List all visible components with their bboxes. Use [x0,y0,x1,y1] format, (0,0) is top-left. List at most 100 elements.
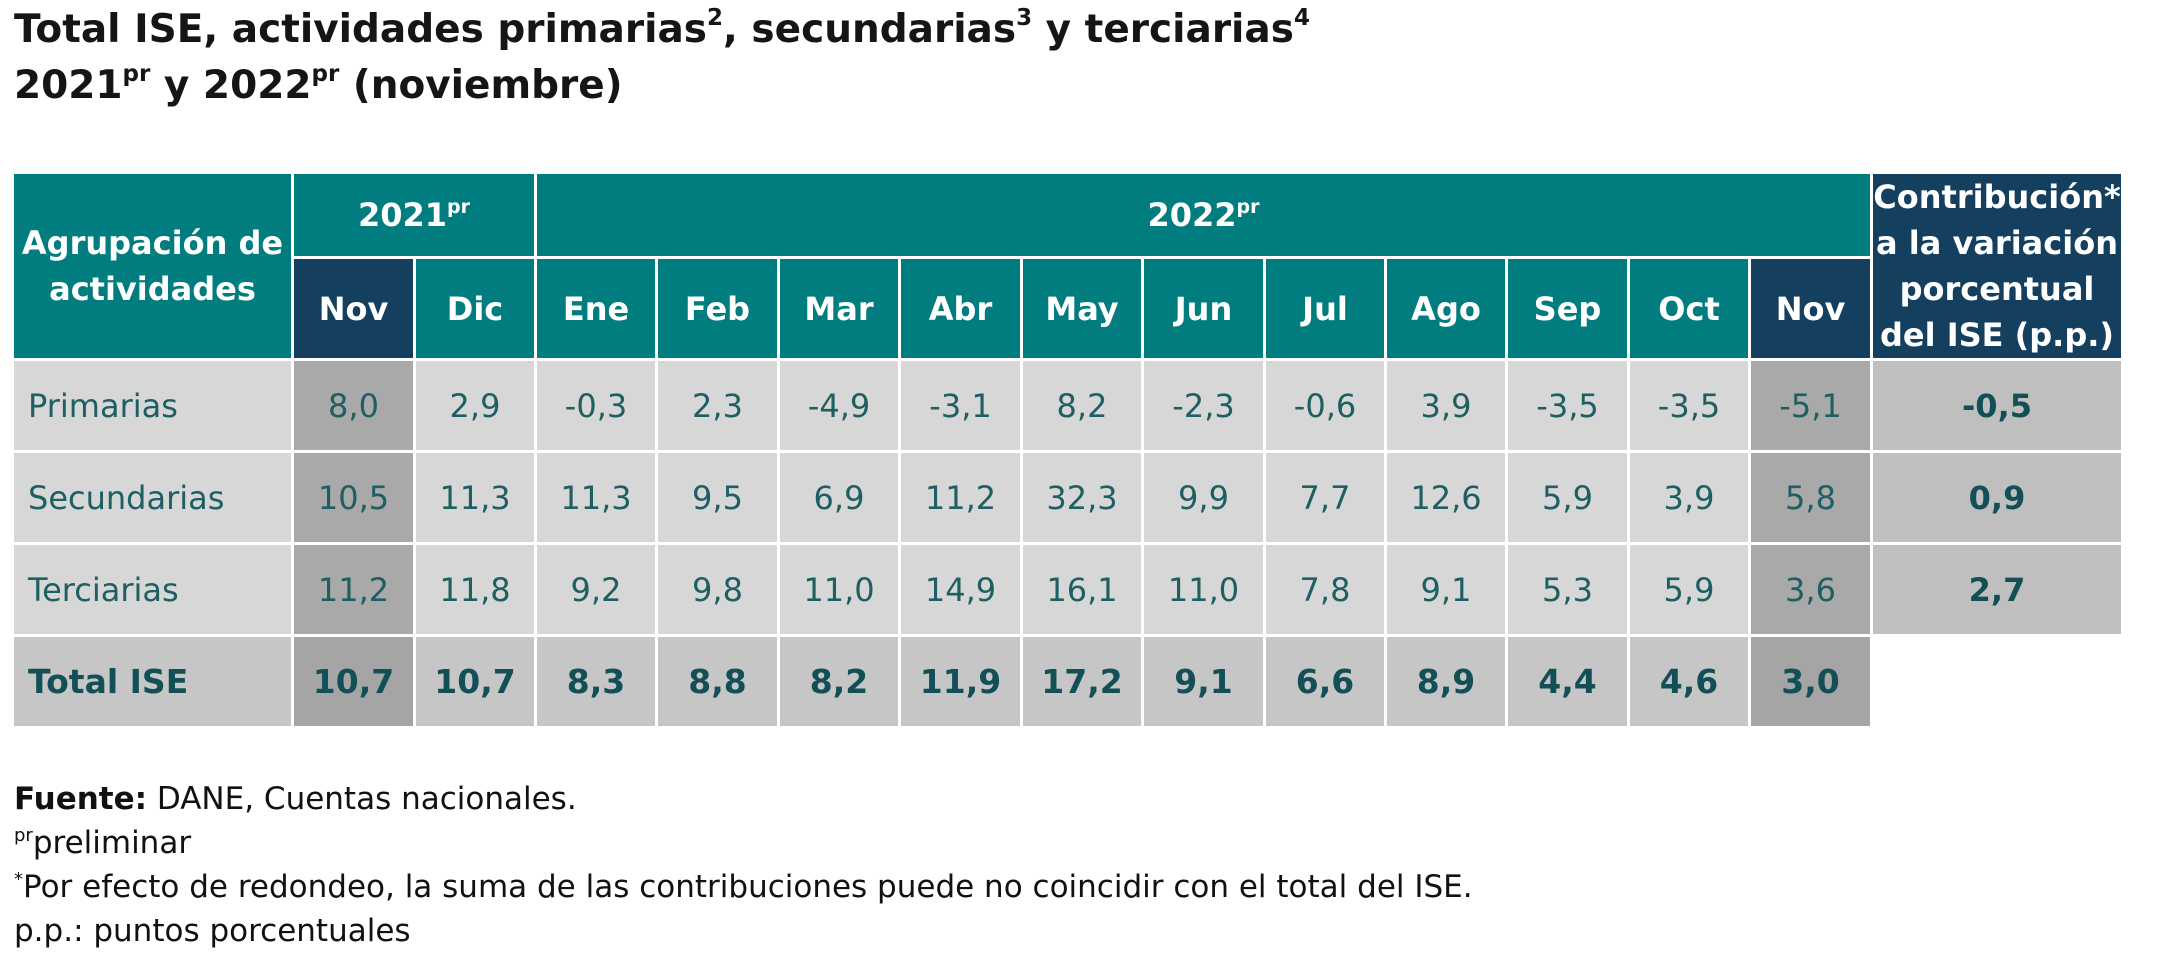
rounding-note: *Por efecto de redondeo, la suma de las … [14,865,1473,909]
month-header: May [1023,259,1141,358]
total-value-cell: 11,9 [901,637,1020,726]
footnote-ref: 2 [707,5,724,31]
total-value-cell: 8,3 [537,637,655,726]
table-row: Terciarias 11,2 11,8 9,2 9,8 11,0 14,9 16,1 11,0… [14,545,2121,634]
value-cell: 2,3 [658,361,777,450]
footnote-ref: pr [447,196,471,219]
value-cell: 9,2 [537,545,655,634]
value-cell: 3,9 [1387,361,1505,450]
title-text: y terciarias [1032,7,1294,52]
value-cell: 5,9 [1630,545,1748,634]
row-label: Primarias [14,361,291,450]
source-label: Fuente: [14,781,148,817]
value-cell: 5,3 [1508,545,1627,634]
value-cell: 11,0 [1144,545,1263,634]
value-cell: -2,3 [1144,361,1263,450]
value-cell: 12,6 [1387,453,1505,542]
total-value-cell: 8,8 [658,637,777,726]
value-cell: 10,5 [294,453,413,542]
footnote-ref: pr [122,61,151,87]
value-cell: 5,9 [1508,453,1627,542]
value-cell: 11,0 [780,545,898,634]
note-text: Por efecto de redondeo, la suma de las c… [23,869,1473,905]
total-value-cell: 8,9 [1387,637,1505,726]
total-value-cell: 8,2 [780,637,898,726]
total-value-cell: 4,6 [1630,637,1748,726]
value-cell: 6,9 [780,453,898,542]
year-label: 2021 [357,196,448,235]
value-cell: 2,9 [416,361,534,450]
group-header: Agrupación de actividades [14,174,291,358]
value-cell: 9,1 [1387,545,1505,634]
value-cell: 8,2 [1023,361,1141,450]
value-cell: 8,0 [294,361,413,450]
footnote-ref: 3 [1016,5,1033,31]
value-cell: 7,8 [1266,545,1384,634]
value-cell: -3,1 [901,361,1020,450]
value-cell: 3,6 [1751,545,1870,634]
value-cell: -4,9 [780,361,898,450]
value-cell: -0,6 [1266,361,1384,450]
value-cell: -0,3 [537,361,655,450]
value-cell: 11,2 [901,453,1020,542]
value-cell: 9,5 [658,453,777,542]
total-value-cell: 9,1 [1144,637,1263,726]
value-cell: 14,9 [901,545,1020,634]
title-text: y 2022 [150,63,312,108]
footnote-ref: pr [1236,196,1260,219]
preliminary-note: prpreliminar [14,821,1473,865]
title-text: 2021 [14,63,123,108]
month-header: Nov [294,259,413,358]
footnote-ref: pr [311,61,340,87]
year-2022-header: 2022pr [537,174,1870,257]
empty-cell [1873,637,2121,726]
page-title: Total ISE, actividades primarias2, secun… [14,2,1310,114]
ise-table: Agrupación de actividades 2021pr 2022pr … [11,171,2124,729]
contribution-header: Contribución* a la variación porcentual … [1873,174,2121,358]
title-line-1: Total ISE, actividades primarias2, secun… [14,2,1310,58]
month-header: Ene [537,259,655,358]
month-header: Jul [1266,259,1384,358]
month-header: Feb [658,259,777,358]
footnote-ref: 4 [1293,5,1310,31]
total-value-cell: 6,6 [1266,637,1384,726]
value-cell: 11,3 [416,453,534,542]
value-cell: 11,8 [416,545,534,634]
value-cell: 7,7 [1266,453,1384,542]
value-cell: 11,3 [537,453,655,542]
contribution-cell: 0,9 [1873,453,2121,542]
month-header: Sep [1508,259,1627,358]
month-header-row: Nov Dic Ene Feb Mar Abr May Jun Jul Ago Sep Oct Nov [14,259,2121,358]
value-cell: 11,2 [294,545,413,634]
pp-note: p.p.: puntos porcentuales [14,913,411,949]
month-header: Mar [780,259,898,358]
month-header: Ago [1387,259,1505,358]
row-label: Terciarias [14,545,291,634]
month-header: Jun [1144,259,1263,358]
contribution-cell: -0,5 [1873,361,2121,450]
year-2021-header: 2021pr [294,174,534,257]
value-cell: 3,9 [1630,453,1748,542]
value-cell: 9,8 [658,545,777,634]
value-cell: -3,5 [1508,361,1627,450]
source-text: DANE, Cuentas nacionales. [147,781,577,817]
title-text: (noviembre) [339,63,623,108]
table-row: Primarias 8,0 2,9 -0,3 2,3 -4,9 -3,1 8,2 -2,3 -0,… [14,361,2121,450]
total-label: Total ISE [14,637,291,726]
row-label: Secundarias [14,453,291,542]
total-value-cell: 10,7 [294,637,413,726]
title-line-2: 2021pr y 2022pr (noviembre) [14,58,1310,114]
footnote-ref: * [14,869,23,890]
source-note: Fuente: DANE, Cuentas nacionales. [14,777,1473,821]
contribution-cell: 2,7 [1873,545,2121,634]
month-header: Oct [1630,259,1748,358]
footnotes: Fuente: DANE, Cuentas nacionales. prprel… [14,777,1473,953]
total-value-cell: 10,7 [416,637,534,726]
value-cell: -5,1 [1751,361,1870,450]
note-text: preliminar [32,825,192,861]
value-cell: 9,9 [1144,453,1263,542]
month-header: Nov [1751,259,1870,358]
value-cell: 32,3 [1023,453,1141,542]
total-value-cell: 17,2 [1023,637,1141,726]
month-header: Dic [416,259,534,358]
